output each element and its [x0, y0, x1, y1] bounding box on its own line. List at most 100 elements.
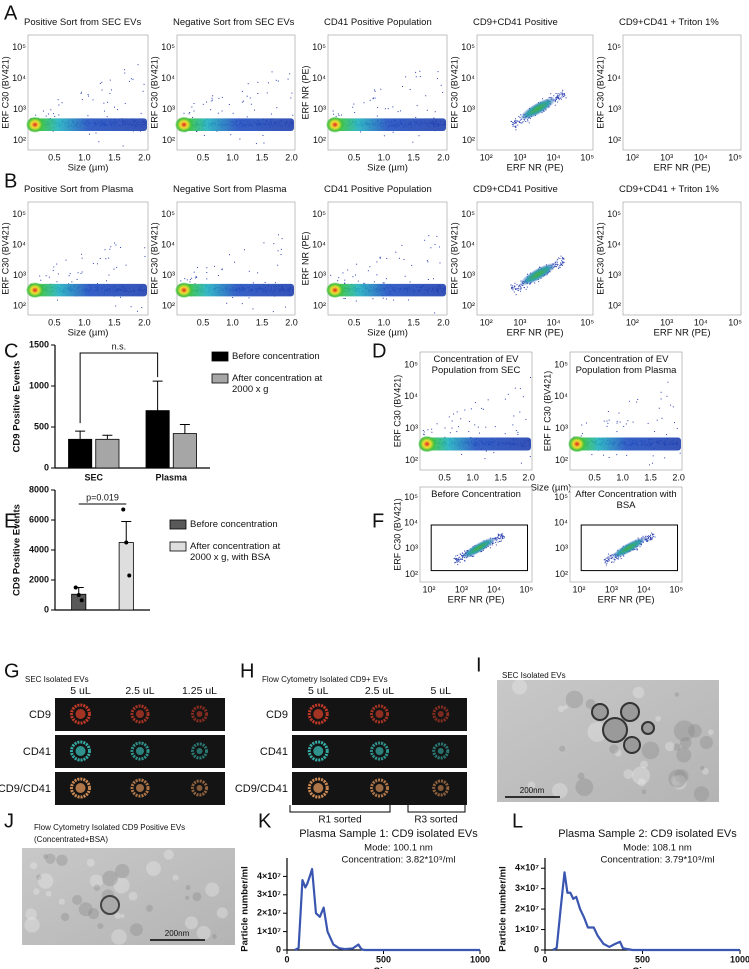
flow-plot: 10² 10³ 10⁴ 10⁵ 0.5 1.0 1.5 2.0 ERF C30 (BV421) S…: [0, 201, 151, 339]
event-dot: [423, 434, 425, 436]
event-dot: [344, 297, 346, 299]
event-dot: [95, 132, 97, 134]
event-dot: [193, 103, 195, 105]
event-dot: [652, 534, 654, 536]
event-dot: [454, 557, 456, 559]
event-dot: [642, 535, 644, 537]
x-tick-label: 1.0: [466, 472, 479, 482]
event-dot: [556, 266, 558, 268]
event-dot: [556, 263, 558, 265]
event-dot: [456, 431, 458, 433]
event-dot: [459, 556, 461, 558]
event-dot: [382, 297, 384, 299]
event-dot: [556, 264, 558, 266]
y-tick-label: 2×10⁷: [515, 903, 539, 913]
event-dot: [132, 78, 134, 80]
panel-label: K: [258, 810, 272, 832]
y-tick-label: 0: [44, 462, 49, 472]
panel-label: C: [4, 340, 18, 362]
event-dot: [514, 387, 516, 389]
event-dot: [519, 288, 521, 290]
event-dot: [616, 420, 618, 422]
event-dot: [501, 533, 503, 535]
event-dot: [501, 535, 503, 537]
y-tick-label: 10⁴: [161, 239, 175, 249]
event-dot: [277, 250, 279, 252]
plot-title: CD9+CD41 Positive: [473, 17, 558, 28]
y-tick-label: 10²: [555, 455, 568, 465]
event-dot: [76, 278, 78, 280]
y-tick-label: 10³: [162, 104, 175, 114]
event-dot: [434, 243, 436, 245]
micrograph-texture: [631, 766, 651, 785]
blot-spot: [307, 740, 329, 762]
event-dot: [557, 258, 559, 260]
x-tick-label: 10³: [513, 152, 526, 162]
x-tick-label: 1.5: [407, 317, 420, 327]
y-tick-label: 10⁵: [554, 492, 568, 502]
y-tick-label: 500: [34, 421, 49, 431]
event-dot: [57, 299, 59, 301]
event-dot: [52, 270, 54, 272]
event-dot: [65, 259, 67, 261]
event-dot: [660, 391, 662, 393]
scale-label: 200nm: [520, 786, 545, 795]
event-dot: [403, 258, 405, 260]
event-dot: [604, 562, 606, 564]
plot-title-box: Negative Sort from SEC EVs: [173, 17, 294, 28]
blot-spot: [370, 741, 389, 761]
blot-spot: [307, 703, 329, 725]
event-dot: [527, 120, 529, 122]
micrograph-texture: [89, 874, 103, 888]
y-tick-label: 10²: [608, 300, 621, 310]
x-tick-label: 2.0: [672, 472, 685, 482]
plot-frame: [27, 34, 149, 151]
event-dot: [212, 95, 214, 97]
event-dot: [337, 113, 339, 115]
plot-title-box: After Concentration with BSA: [575, 489, 676, 511]
event-dot: [559, 97, 561, 99]
event-dot: [555, 97, 557, 99]
legend-label: After concentration at 2000 x g: [232, 373, 323, 395]
y-tick-label: 10⁵: [312, 209, 326, 219]
event-dot: [460, 558, 462, 560]
blot-spot: [130, 778, 150, 798]
event-dot: [189, 279, 191, 281]
event-dot: [354, 274, 356, 276]
event-dot: [518, 120, 520, 122]
flow-plot: 10² 10³ 10⁴ 10⁵ 0.5 1.0 1.5 2.0 ERF NR (PE) Size …: [300, 201, 450, 339]
event-dot: [81, 253, 83, 255]
y-tick-label: 10³: [313, 104, 326, 114]
event-dot: [645, 536, 647, 538]
event-dot: [110, 89, 112, 91]
x-tick-label: 1.0: [378, 317, 391, 327]
event-dot: [616, 422, 618, 424]
x-tick-label: 0.5: [348, 317, 361, 327]
event-dot: [221, 268, 223, 270]
event-dot: [563, 93, 565, 95]
event-dot: [400, 110, 402, 112]
event-dot: [514, 285, 516, 287]
event-dot: [124, 72, 126, 74]
legend-label: Before concentration: [190, 519, 278, 530]
event-dot: [585, 422, 587, 424]
event-dot: [254, 109, 256, 111]
event-dot: [379, 257, 381, 259]
event-dot: [54, 115, 56, 117]
event-dot: [221, 96, 223, 98]
event-dot: [427, 279, 429, 281]
event-dot: [363, 282, 365, 284]
x-tick-label: 10⁴: [694, 317, 708, 327]
x-tick-label: 10⁴: [637, 584, 651, 594]
event-dot: [636, 548, 638, 550]
event-dot: [562, 96, 564, 98]
event-dot: [183, 112, 185, 114]
event-dot: [604, 561, 606, 563]
event-dot: [514, 120, 516, 122]
event-dot: [50, 109, 52, 111]
event-dot: [616, 557, 618, 559]
y-axis-label: ERF C30 (BV421): [0, 56, 10, 129]
event-dot: [563, 95, 565, 97]
event-dot: [493, 542, 495, 544]
event-dot: [451, 427, 453, 429]
